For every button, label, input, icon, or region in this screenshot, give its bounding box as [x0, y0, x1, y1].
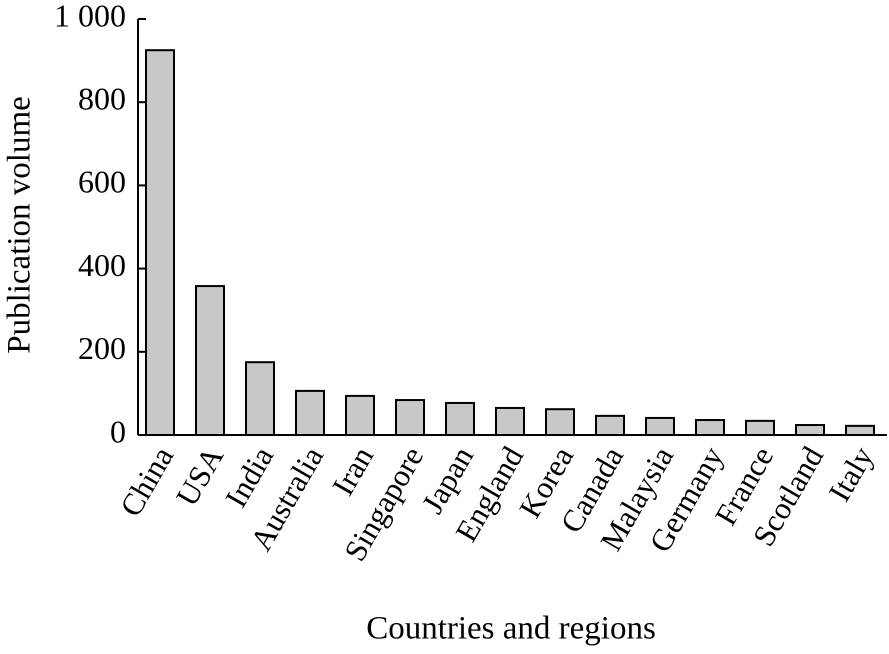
x-tick-label: Italy [822, 440, 881, 507]
bar [695, 419, 725, 436]
bar [445, 401, 475, 436]
y-tick-label: 800 [78, 81, 126, 117]
bar [345, 394, 375, 436]
x-axis-label: Countries and regions [366, 611, 656, 647]
bar [595, 414, 625, 437]
bar [845, 424, 875, 436]
bar [245, 361, 275, 437]
y-tick-label: 400 [78, 247, 126, 283]
x-tick-label: China [113, 440, 180, 522]
bar [795, 424, 825, 436]
bar [545, 408, 575, 437]
y-tick-label: 200 [78, 330, 126, 366]
y-axis-label: Publication volume [2, 96, 38, 354]
bar [395, 399, 425, 436]
bar [295, 389, 325, 436]
y-tick-label: 1 000 [54, 0, 126, 33]
bar [645, 416, 675, 436]
bar [495, 406, 525, 436]
bar [195, 285, 225, 436]
bar [745, 419, 775, 436]
y-tick-label: 600 [78, 164, 126, 200]
x-tick-label: USA [169, 440, 231, 512]
y-tick-label: 0 [110, 413, 126, 449]
bar [145, 49, 175, 436]
